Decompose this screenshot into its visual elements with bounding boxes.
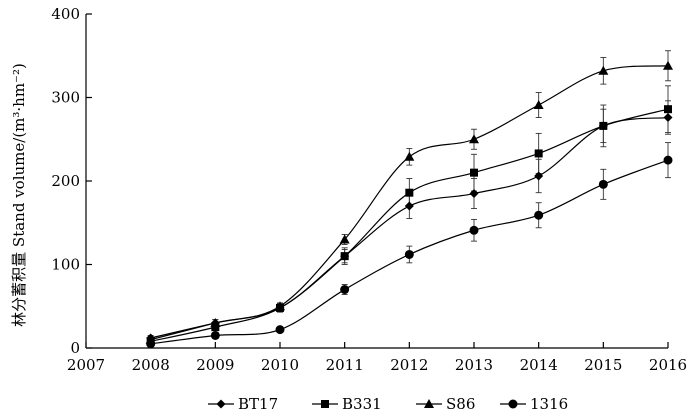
legend-label-s86: S86 [446, 395, 475, 413]
x-tick-label: 2008 [132, 356, 170, 374]
data-markers [145, 60, 673, 349]
legend-item-1316: 1316 [500, 395, 568, 413]
point-bt17 [663, 113, 673, 123]
point-1316 [663, 155, 673, 165]
point-1316 [146, 339, 156, 349]
x-tick-label: 2013 [455, 356, 493, 374]
x-tick-label: 2007 [67, 356, 105, 374]
point-s86 [663, 60, 673, 70]
x-tick-label: 2010 [261, 356, 299, 374]
y-axis-title-group: 林分蓄积量 Stand volume/(m³·hm⁻²) [10, 63, 28, 327]
point-b331 [534, 149, 543, 158]
point-s86 [210, 317, 221, 327]
x-tick-label: 2015 [584, 356, 622, 374]
x-ticks: 2007 2008 2009 2010 2011 2012 2013 2014 2015 2016 [67, 342, 687, 374]
x-tick-label: 2016 [649, 356, 687, 374]
axes [85, 14, 668, 349]
x-tick-label: 2011 [326, 356, 364, 374]
x-tick-label: 2012 [390, 356, 428, 374]
legend-marker-1316 [508, 399, 518, 409]
point-1316 [598, 179, 608, 189]
point-1316 [534, 210, 544, 220]
point-1316 [469, 225, 479, 235]
y-ticks: 0 100 200 300 400 [51, 5, 92, 357]
y-axis-title: 林分蓄积量 Stand volume/(m³·hm⁻²) [10, 63, 28, 327]
legend-item-bt17: BT17 [208, 395, 278, 413]
point-1316 [275, 325, 285, 335]
point-b331 [470, 168, 478, 177]
legend-item-b331: B331 [312, 395, 382, 413]
point-1316 [210, 330, 220, 340]
point-s86 [469, 134, 479, 144]
error-bars [147, 50, 671, 346]
x-tick-label: 2014 [520, 356, 558, 374]
y-tick-label: 0 [70, 339, 80, 357]
point-s86 [339, 234, 350, 244]
legend: BT17 B331 S86 1316 [208, 395, 568, 413]
point-b331 [211, 323, 220, 332]
point-bt17 [469, 189, 479, 199]
legend-marker-s86 [424, 399, 434, 408]
legend-marker-b331 [321, 400, 329, 408]
point-b331 [599, 121, 608, 130]
legend-item-s86: S86 [416, 395, 475, 413]
point-b331 [340, 252, 349, 261]
point-1316 [404, 249, 414, 259]
y-tick-label: 100 [51, 256, 80, 274]
point-b331 [405, 188, 414, 197]
legend-label-bt17: BT17 [238, 395, 278, 413]
point-1316 [340, 285, 350, 295]
point-s86 [598, 65, 609, 75]
point-s86 [275, 301, 285, 311]
legend-label-1316: 1316 [530, 395, 568, 413]
legend-marker-bt17 [216, 399, 226, 409]
y-tick-label: 400 [51, 5, 80, 23]
x-tick-label: 2009 [196, 356, 234, 374]
point-bt17 [404, 201, 414, 211]
y-tick-label: 200 [51, 172, 80, 190]
y-tick-label: 300 [51, 89, 80, 107]
series-line-b331 [150, 108, 669, 342]
legend-label-b331: B331 [342, 395, 382, 413]
point-b331 [664, 105, 672, 114]
point-bt17 [534, 171, 544, 181]
point-s86 [533, 100, 544, 110]
point-s86 [404, 151, 415, 161]
